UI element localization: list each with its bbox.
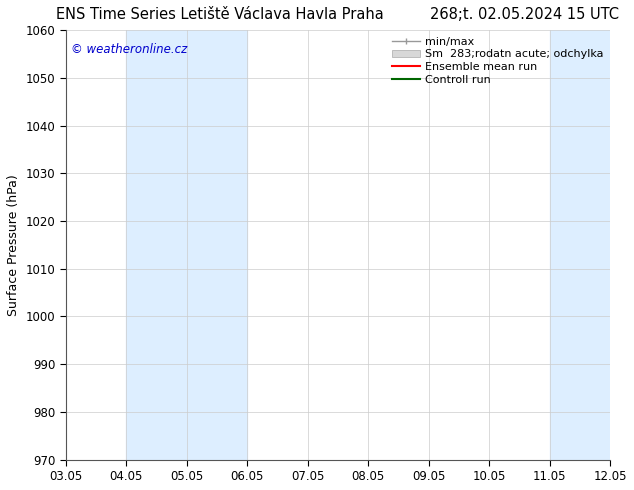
Y-axis label: Surface Pressure (hPa): Surface Pressure (hPa) bbox=[7, 174, 20, 316]
Text: © weatheronline.cz: © weatheronline.cz bbox=[71, 43, 188, 56]
Bar bbox=[550, 30, 634, 460]
Legend: min/max, Sm  283;rodatn acute; odchylka, Ensemble mean run, Controll run: min/max, Sm 283;rodatn acute; odchylka, … bbox=[389, 33, 607, 88]
Title: ENS Time Series Letiště Václava Havla Praha          268;t. 02.05.2024 15 UTC: ENS Time Series Letiště Václava Havla Pr… bbox=[56, 7, 619, 22]
Bar bbox=[126, 30, 247, 460]
